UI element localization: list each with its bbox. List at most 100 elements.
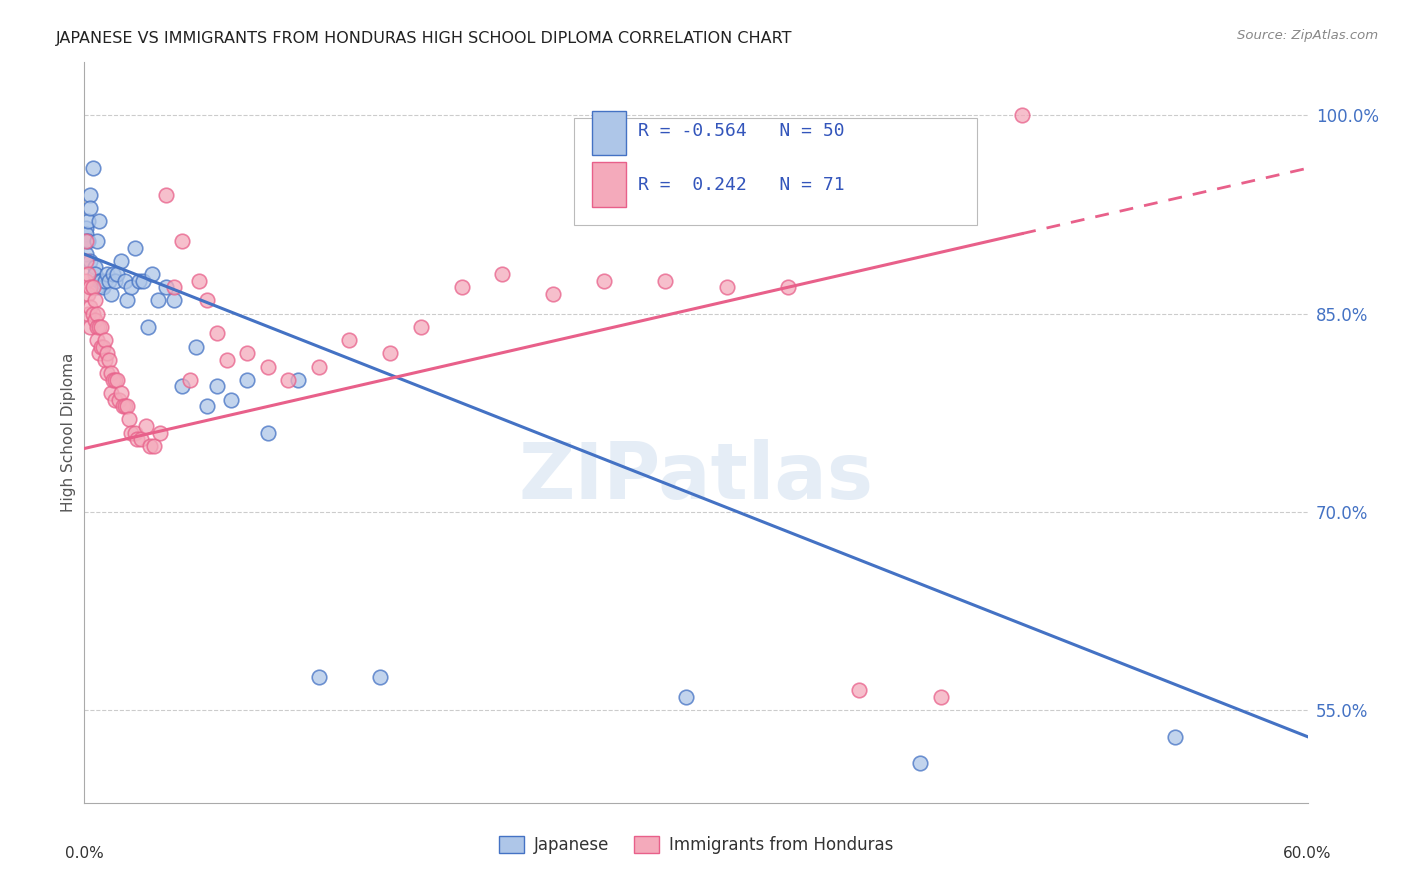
Point <box>100 386 122 401</box>
Point <box>308 359 330 374</box>
Point <box>114 274 136 288</box>
Point <box>86 333 108 347</box>
Point <box>90 274 112 288</box>
Point <box>100 286 122 301</box>
Point <box>138 439 160 453</box>
Point <box>104 274 127 288</box>
Point <box>131 432 153 446</box>
Point <box>1011 108 1033 122</box>
Point <box>308 670 330 684</box>
Point <box>172 379 194 393</box>
Point <box>79 319 101 334</box>
Point <box>195 293 218 308</box>
Text: R =  0.242   N = 71: R = 0.242 N = 71 <box>638 176 845 194</box>
Point <box>187 274 209 288</box>
Point <box>79 201 101 215</box>
Point <box>155 187 177 202</box>
Point <box>115 399 138 413</box>
Legend: Japanese, Immigrants from Honduras: Japanese, Immigrants from Honduras <box>492 830 900 861</box>
Point <box>257 359 280 374</box>
Point <box>105 267 128 281</box>
Point <box>75 227 97 242</box>
Point <box>101 267 124 281</box>
Point <box>114 399 136 413</box>
Point <box>75 253 97 268</box>
Point <box>93 274 115 288</box>
Point <box>108 392 131 407</box>
Point <box>87 274 110 288</box>
FancyBboxPatch shape <box>592 162 626 207</box>
Point <box>118 412 141 426</box>
Point <box>380 346 402 360</box>
Point <box>450 280 472 294</box>
Point <box>79 300 101 314</box>
Point <box>82 161 104 176</box>
Point <box>277 373 299 387</box>
Point <box>128 274 150 288</box>
Text: 60.0%: 60.0% <box>1284 847 1331 862</box>
Point <box>91 340 114 354</box>
Point <box>96 346 118 360</box>
Point <box>716 280 738 294</box>
Point <box>75 247 97 261</box>
FancyBboxPatch shape <box>574 118 977 226</box>
Point <box>339 333 361 347</box>
Text: Source: ZipAtlas.com: Source: ZipAtlas.com <box>1237 29 1378 42</box>
Point <box>75 274 97 288</box>
Point <box>77 286 100 301</box>
Point <box>205 326 228 341</box>
Point <box>83 260 105 275</box>
Point <box>142 439 165 453</box>
Point <box>186 340 208 354</box>
Point <box>104 392 127 407</box>
FancyBboxPatch shape <box>592 111 626 155</box>
Point <box>217 352 239 367</box>
Point <box>219 392 242 407</box>
Point <box>146 293 169 308</box>
Point <box>127 432 149 446</box>
Point <box>75 220 97 235</box>
Point <box>136 319 159 334</box>
Point <box>97 352 120 367</box>
Point <box>87 319 110 334</box>
Point <box>110 253 132 268</box>
Point <box>79 280 101 294</box>
Point <box>77 214 100 228</box>
Point <box>112 399 135 413</box>
Point <box>848 683 870 698</box>
Text: JAPANESE VS IMMIGRANTS FROM HONDURAS HIGH SCHOOL DIPLOMA CORRELATION CHART: JAPANESE VS IMMIGRANTS FROM HONDURAS HIG… <box>56 31 793 46</box>
Point <box>86 319 108 334</box>
Point <box>163 280 186 294</box>
Point <box>101 373 124 387</box>
Point <box>86 280 108 294</box>
Point <box>96 366 118 380</box>
Point <box>104 373 127 387</box>
Point <box>83 293 105 308</box>
Point <box>287 373 309 387</box>
Point <box>236 346 259 360</box>
Point <box>91 280 114 294</box>
Point <box>120 280 142 294</box>
Point <box>409 319 432 334</box>
Point <box>593 274 616 288</box>
Point <box>205 379 228 393</box>
Point <box>77 267 100 281</box>
Y-axis label: High School Diploma: High School Diploma <box>60 353 76 512</box>
Point <box>654 274 676 288</box>
Point <box>543 286 565 301</box>
Point <box>100 366 122 380</box>
Point <box>83 313 105 327</box>
Point <box>132 274 155 288</box>
Point <box>79 187 101 202</box>
Point <box>90 340 112 354</box>
Point <box>368 670 391 684</box>
Point <box>929 690 952 704</box>
Text: 0.0%: 0.0% <box>65 847 104 862</box>
Point <box>120 425 142 440</box>
Point <box>87 214 110 228</box>
Point <box>79 253 101 268</box>
Point <box>910 756 932 771</box>
Point <box>83 267 105 281</box>
Point <box>115 293 138 308</box>
Point <box>1164 730 1187 744</box>
